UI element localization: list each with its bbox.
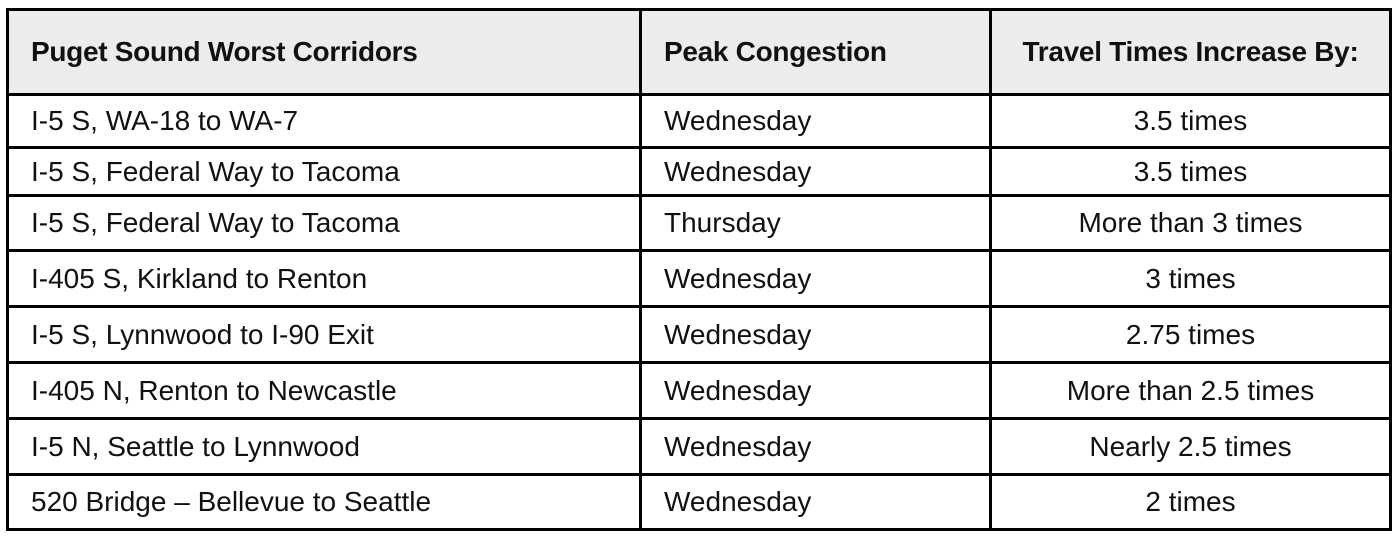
- header-increase: Travel Times Increase By:: [989, 8, 1392, 96]
- cell-corridor: I-405 S, Kirkland to Renton: [6, 249, 642, 308]
- header-row: Puget Sound Worst Corridors Peak Congest…: [6, 8, 1392, 96]
- cell-peak: Wednesday: [639, 249, 992, 308]
- table-row: I-405 N, Renton to Newcastle Wednesday Mor…: [6, 361, 1392, 420]
- table-row: I-405 S, Kirkland to Renton Wednesday 3 ti…: [6, 249, 1392, 308]
- table-row: I-5 S, Federal Way to Tacoma Wednesday 3.5…: [6, 146, 1392, 197]
- cell-increase: Nearly 2.5 times: [989, 417, 1392, 476]
- cell-corridor: I-5 S, WA-18 to WA-7: [6, 93, 642, 149]
- header-peak: Peak Congestion: [639, 8, 992, 96]
- cell-increase: 2 times: [989, 473, 1392, 531]
- cell-increase: 3 times: [989, 249, 1392, 308]
- cell-corridor: I-5 S, Federal Way to Tacoma: [6, 146, 642, 197]
- cell-increase: More than 2.5 times: [989, 361, 1392, 420]
- cell-corridor: 520 Bridge – Bellevue to Seattle: [6, 473, 642, 531]
- cell-increase: 2.75 times: [989, 305, 1392, 364]
- header-corridor: Puget Sound Worst Corridors: [6, 8, 642, 96]
- cell-corridor: I-5 S, Federal Way to Tacoma: [6, 194, 642, 252]
- table-row: I-5 N, Seattle to Lynnwood Wednesday Nearl…: [6, 417, 1392, 476]
- cell-corridor: I-5 S, Lynnwood to I-90 Exit: [6, 305, 642, 364]
- cell-peak: Wednesday: [639, 361, 992, 420]
- cell-increase: 3.5 times: [989, 93, 1392, 149]
- cell-corridor: I-405 N, Renton to Newcastle: [6, 361, 642, 420]
- cell-peak: Wednesday: [639, 146, 992, 197]
- cell-peak: Wednesday: [639, 93, 992, 149]
- table-row: I-5 S, Federal Way to Tacoma Thursday More…: [6, 194, 1392, 252]
- cell-peak: Wednesday: [639, 417, 992, 476]
- cell-increase: More than 3 times: [989, 194, 1392, 252]
- cell-increase: 3.5 times: [989, 146, 1392, 197]
- table-row: I-5 S, Lynnwood to I-90 Exit Wednesday 2.7…: [6, 305, 1392, 364]
- corridors-table: Puget Sound Worst Corridors Peak Congest…: [6, 8, 1392, 531]
- cell-peak: Thursday: [639, 194, 992, 252]
- table-row: 520 Bridge – Bellevue to Seattle Wednesda…: [6, 473, 1392, 531]
- cell-corridor: I-5 N, Seattle to Lynnwood: [6, 417, 642, 476]
- table-row: I-5 S, WA-18 to WA-7 Wednesday 3.5 times: [6, 93, 1392, 149]
- cell-peak: Wednesday: [639, 473, 992, 531]
- cell-peak: Wednesday: [639, 305, 992, 364]
